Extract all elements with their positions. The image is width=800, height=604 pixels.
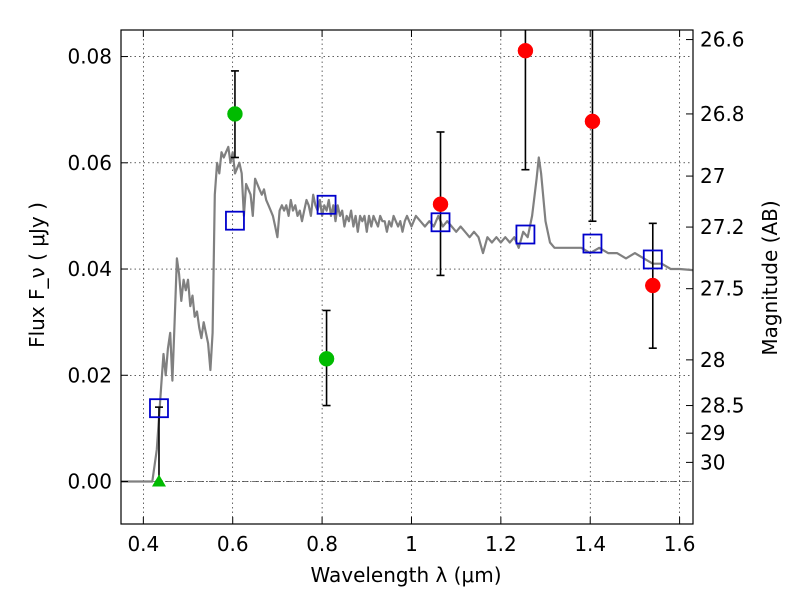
template-spectrum-line: [121, 145, 694, 483]
x-tick-label: 1: [405, 532, 418, 556]
data-markers: [149, 42, 663, 487]
template-spectrum: [121, 145, 694, 483]
x-tick-label: 1.4: [574, 532, 606, 556]
data-point-marker: [645, 277, 661, 294]
right-tick-label: 27: [700, 164, 725, 188]
y-tick-label: 0.02: [67, 363, 112, 387]
y-tick-label: 0.04: [67, 257, 112, 281]
x-tick-label: 0.4: [127, 532, 159, 556]
model-square-marker: [316, 194, 337, 215]
right-tick-label: 27.2: [700, 215, 745, 239]
x-tick-label: 1.6: [664, 532, 696, 556]
data-point-marker: [432, 196, 449, 212]
plot-frame: [120, 29, 694, 525]
y-tick-label: 0.08: [67, 45, 112, 69]
model-square-marker: [582, 233, 603, 254]
x-axis-label: Wavelength λ (μm): [310, 563, 501, 587]
right-axis-label: Magnitude (AB): [758, 200, 782, 355]
data-point-marker: [227, 106, 243, 122]
x-tick-label: 0.8: [306, 532, 338, 556]
model-square-marker: [149, 398, 169, 419]
y-axis-label: Flux F_ν ( μJy ): [25, 202, 49, 348]
right-tick-label: 30: [700, 450, 725, 474]
right-tick-label: 26.6: [700, 28, 745, 52]
data-point-marker: [584, 113, 601, 130]
grid-lines: [121, 30, 693, 524]
data-point-marker: [517, 42, 534, 59]
right-tick-label: 26.8: [700, 102, 745, 126]
x-tick-label: 0.6: [217, 532, 249, 556]
y-tick-label: 0.00: [67, 470, 112, 494]
x-tick-label: 1.2: [485, 532, 517, 556]
model-square-marker: [642, 249, 663, 270]
right-tick-label: 29: [700, 421, 725, 445]
error-bars: [154, 30, 657, 483]
right-tick-label: 27.5: [700, 277, 745, 301]
model-square-marker: [430, 212, 451, 233]
model-square-marker: [225, 210, 245, 231]
model-square-marker: [515, 224, 536, 245]
axis-ticks: 0.4 0.6 0.8 1 1.2 1.4 1.6 0.00 0.02 0.04 0.06 0.08 2…: [67, 28, 744, 556]
upper-limit-marker: [151, 474, 166, 487]
y-tick-label: 0.06: [67, 151, 112, 175]
right-tick-label: 28.5: [700, 394, 745, 418]
right-tick-label: 28: [700, 348, 725, 372]
data-point-marker: [318, 351, 335, 367]
